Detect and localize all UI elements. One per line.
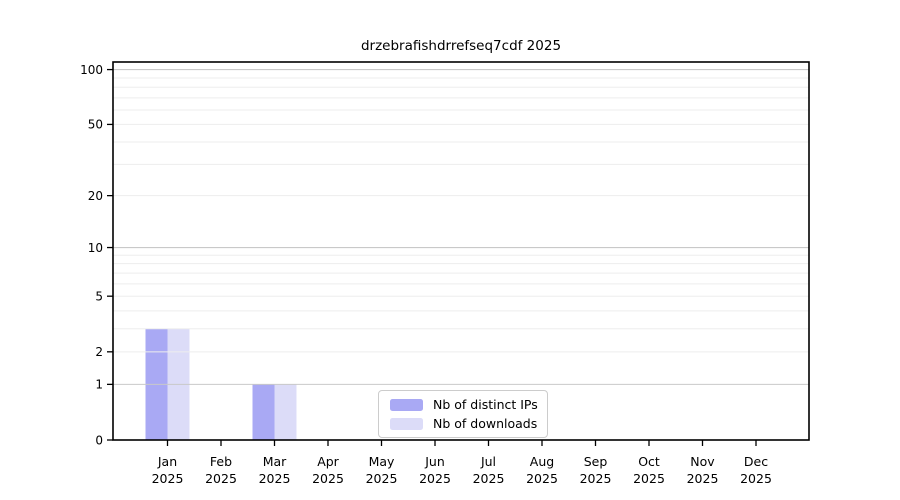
x-tick-label-year: 2025 bbox=[740, 471, 772, 486]
legend-swatch-downloads bbox=[390, 417, 423, 430]
plot-border bbox=[112, 61, 810, 441]
legend-label-distinct-ips: Nb of distinct IPs bbox=[433, 397, 538, 412]
chart-canvas: 0 1 2 5 10 20 50 100 Jan 2025 Feb 2025 Mar 2025 Apr 202… bbox=[80, 61, 810, 486]
y-tick-label: 100 bbox=[80, 63, 103, 77]
legend-item-distinct-ips: Nb of distinct IPs bbox=[390, 397, 547, 412]
x-tick-label-month: Mar bbox=[263, 454, 287, 469]
x-tick-label-month: Aug bbox=[530, 454, 554, 469]
x-tick-label-month: Oct bbox=[638, 454, 660, 469]
x-tick-label-year: 2025 bbox=[526, 471, 558, 486]
chart-title: drzebrafishdrrefseq7cdf 2025 bbox=[361, 38, 561, 54]
x-tick-label-month: Jun bbox=[424, 454, 445, 469]
y-tick-label: 10 bbox=[88, 241, 103, 255]
x-tick-label-year: 2025 bbox=[687, 471, 719, 486]
x-tick-label-year: 2025 bbox=[473, 471, 505, 486]
x-tick-label-year: 2025 bbox=[152, 471, 184, 486]
y-tick-label: 2 bbox=[95, 345, 103, 359]
x-tick-label-year: 2025 bbox=[633, 471, 665, 486]
y-tick-label: 50 bbox=[88, 118, 103, 132]
x-tick-label-month: Nov bbox=[690, 454, 715, 469]
x-tick-label-month: Apr bbox=[317, 454, 339, 469]
legend-label-downloads: Nb of downloads bbox=[433, 416, 538, 431]
x-tick-label-month: Dec bbox=[744, 454, 768, 469]
x-tick-label-month: May bbox=[369, 454, 395, 469]
y-tick-label: 20 bbox=[88, 189, 103, 203]
x-tick-label-month: Jan bbox=[157, 454, 177, 469]
x-tick-label-year: 2025 bbox=[419, 471, 451, 486]
y-tick-label: 1 bbox=[95, 378, 103, 392]
legend-item-downloads: Nb of downloads bbox=[390, 416, 547, 431]
x-tick-label-month: Jul bbox=[480, 454, 496, 469]
x-tick-label-month: Feb bbox=[210, 454, 232, 469]
bar-nb-of-distinct-ips-mar bbox=[252, 384, 275, 440]
legend: Nb of distinct IPs Nb of downloads bbox=[378, 390, 548, 438]
x-tick-label-month: Sep bbox=[584, 454, 608, 469]
x-tick-label-year: 2025 bbox=[205, 471, 237, 486]
x-tick-label-year: 2025 bbox=[259, 471, 291, 486]
bar-nb-of-downloads-mar bbox=[274, 384, 297, 440]
x-tick-label-year: 2025 bbox=[312, 471, 344, 486]
x-tick-label-year: 2025 bbox=[366, 471, 398, 486]
y-tick-label: 5 bbox=[95, 289, 103, 303]
x-tick-label-year: 2025 bbox=[580, 471, 612, 486]
y-tick-label: 0 bbox=[95, 433, 103, 447]
legend-swatch-distinct-ips bbox=[390, 398, 423, 411]
